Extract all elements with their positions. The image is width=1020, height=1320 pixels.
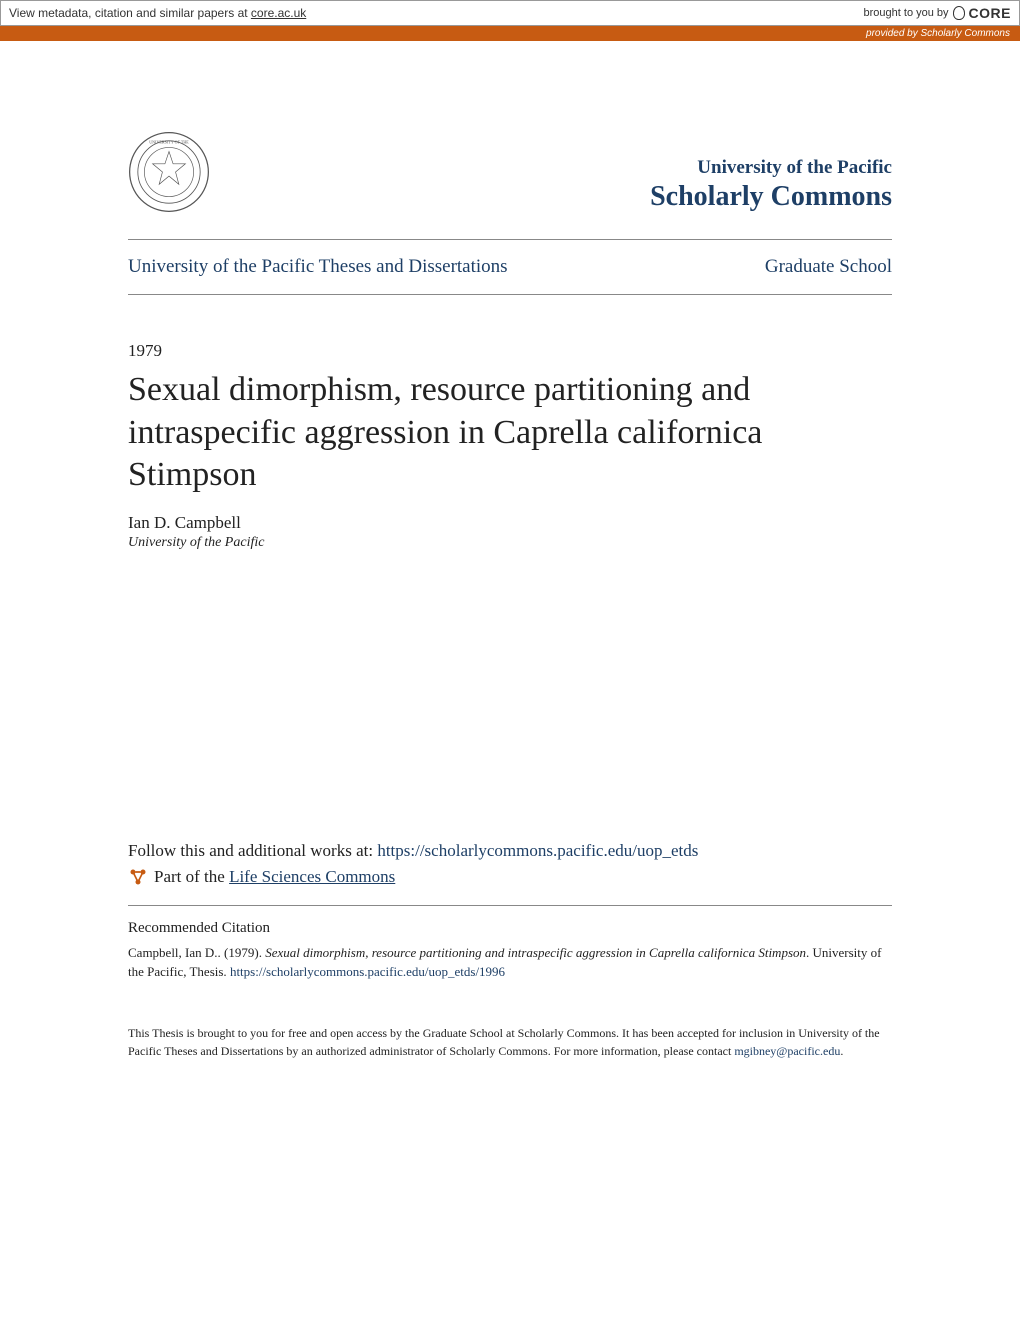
- core-logo-text: CORE: [969, 5, 1011, 21]
- follow-section: Follow this and additional works at: htt…: [128, 841, 892, 887]
- university-seal-icon: UNIVERSITY OF THE: [128, 131, 210, 213]
- svg-text:UNIVERSITY OF THE: UNIVERSITY OF THE: [149, 139, 189, 144]
- author-name: Ian D. Campbell: [128, 513, 892, 533]
- footer-period: .: [840, 1044, 843, 1058]
- institution-name[interactable]: University of the Pacific: [650, 157, 892, 179]
- follow-line: Follow this and additional works at: htt…: [128, 841, 892, 861]
- author-affiliation: University of the Pacific: [128, 535, 892, 551]
- core-banner: View metadata, citation and similar pape…: [0, 0, 1020, 26]
- breadcrumb-nav: University of the Pacific Theses and Dis…: [128, 240, 892, 294]
- nav-collection-link[interactable]: University of the Pacific Theses and Dis…: [128, 256, 508, 278]
- footer-text: This Thesis is brought to you for free a…: [128, 1024, 892, 1060]
- core-banner-left: View metadata, citation and similar pape…: [9, 6, 306, 20]
- nav-school-link[interactable]: Graduate School: [765, 256, 892, 278]
- network-icon: [128, 867, 148, 887]
- citation-url-link[interactable]: https://scholarlycommons.pacific.edu/uop…: [230, 964, 505, 979]
- brought-to-you-label: brought to you by: [864, 7, 949, 19]
- header-row: UNIVERSITY OF THE University of the Paci…: [128, 131, 892, 213]
- provided-by-banner: provided by Scholarly Commons: [0, 26, 1020, 41]
- page-content: UNIVERSITY OF THE University of the Paci…: [0, 41, 1020, 1110]
- part-of-prefix: Part of the: [154, 867, 229, 886]
- part-of-link[interactable]: Life Sciences Commons: [229, 867, 395, 886]
- citation-text: Campbell, Ian D.. (1979). Sexual dimorph…: [128, 943, 892, 982]
- follow-prefix: Follow this and additional works at:: [128, 841, 377, 860]
- part-of-line: Part of the Life Sciences Commons: [128, 867, 892, 887]
- citation-title-italic: Sexual dimorphism, resource partitioning…: [265, 945, 806, 960]
- provided-by-prefix: provided by: [866, 28, 920, 39]
- core-banner-right: brought to you by CORE: [864, 5, 1011, 21]
- citation-author-year: Campbell, Ian D.. (1979).: [128, 945, 265, 960]
- institution-block: University of the Pacific Scholarly Comm…: [650, 157, 892, 213]
- follow-url-link[interactable]: https://scholarlycommons.pacific.edu/uop…: [377, 841, 698, 860]
- publication-year: 1979: [128, 341, 892, 361]
- divider-nav: [128, 294, 892, 295]
- footer-email-link[interactable]: mgibney@pacific.edu: [734, 1044, 840, 1058]
- core-icon: [953, 6, 965, 20]
- core-link[interactable]: core.ac.uk: [251, 6, 306, 20]
- citation-heading: Recommended Citation: [128, 920, 892, 937]
- banner-prefix: View metadata, citation and similar pape…: [9, 6, 251, 20]
- repository-name[interactable]: Scholarly Commons: [650, 181, 892, 213]
- provided-by-name: Scholarly Commons: [921, 28, 1010, 39]
- divider-citation: [128, 905, 892, 906]
- paper-title: Sexual dimorphism, resource partitioning…: [128, 369, 892, 497]
